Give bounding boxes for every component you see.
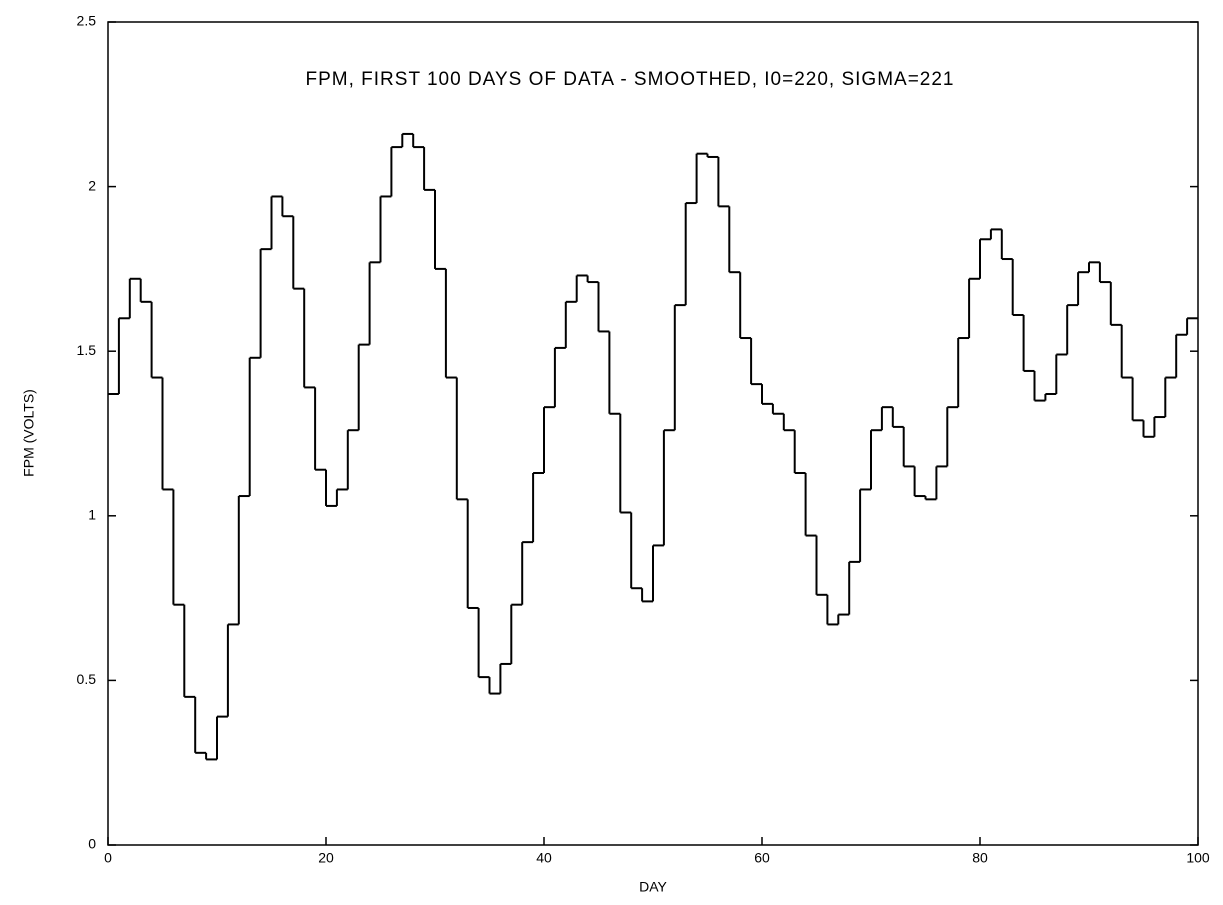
x-tick-label: 20 bbox=[318, 850, 334, 866]
x-tick-label: 40 bbox=[536, 850, 552, 866]
x-tick-label: 100 bbox=[1186, 850, 1210, 866]
x-axis-label: DAY bbox=[639, 879, 667, 895]
plot-frame bbox=[107, 21, 1199, 846]
y-tick-label: 1.5 bbox=[77, 342, 97, 358]
y-axis-label: FPM (VOLTS) bbox=[21, 389, 37, 477]
chart-title: FPM, FIRST 100 DAYS OF DATA - SMOOTHED, … bbox=[306, 69, 955, 90]
x-tick-label: 60 bbox=[754, 850, 770, 866]
x-tick-label: 80 bbox=[972, 850, 988, 866]
y-tick-label: 2 bbox=[88, 177, 96, 193]
y-tick-label: 0 bbox=[88, 836, 96, 852]
y-tick-label: 0.5 bbox=[77, 671, 97, 687]
x-tick-label: 0 bbox=[104, 850, 112, 866]
y-tick-label: 1 bbox=[88, 507, 96, 523]
y-tick-label: 2.5 bbox=[77, 13, 97, 29]
